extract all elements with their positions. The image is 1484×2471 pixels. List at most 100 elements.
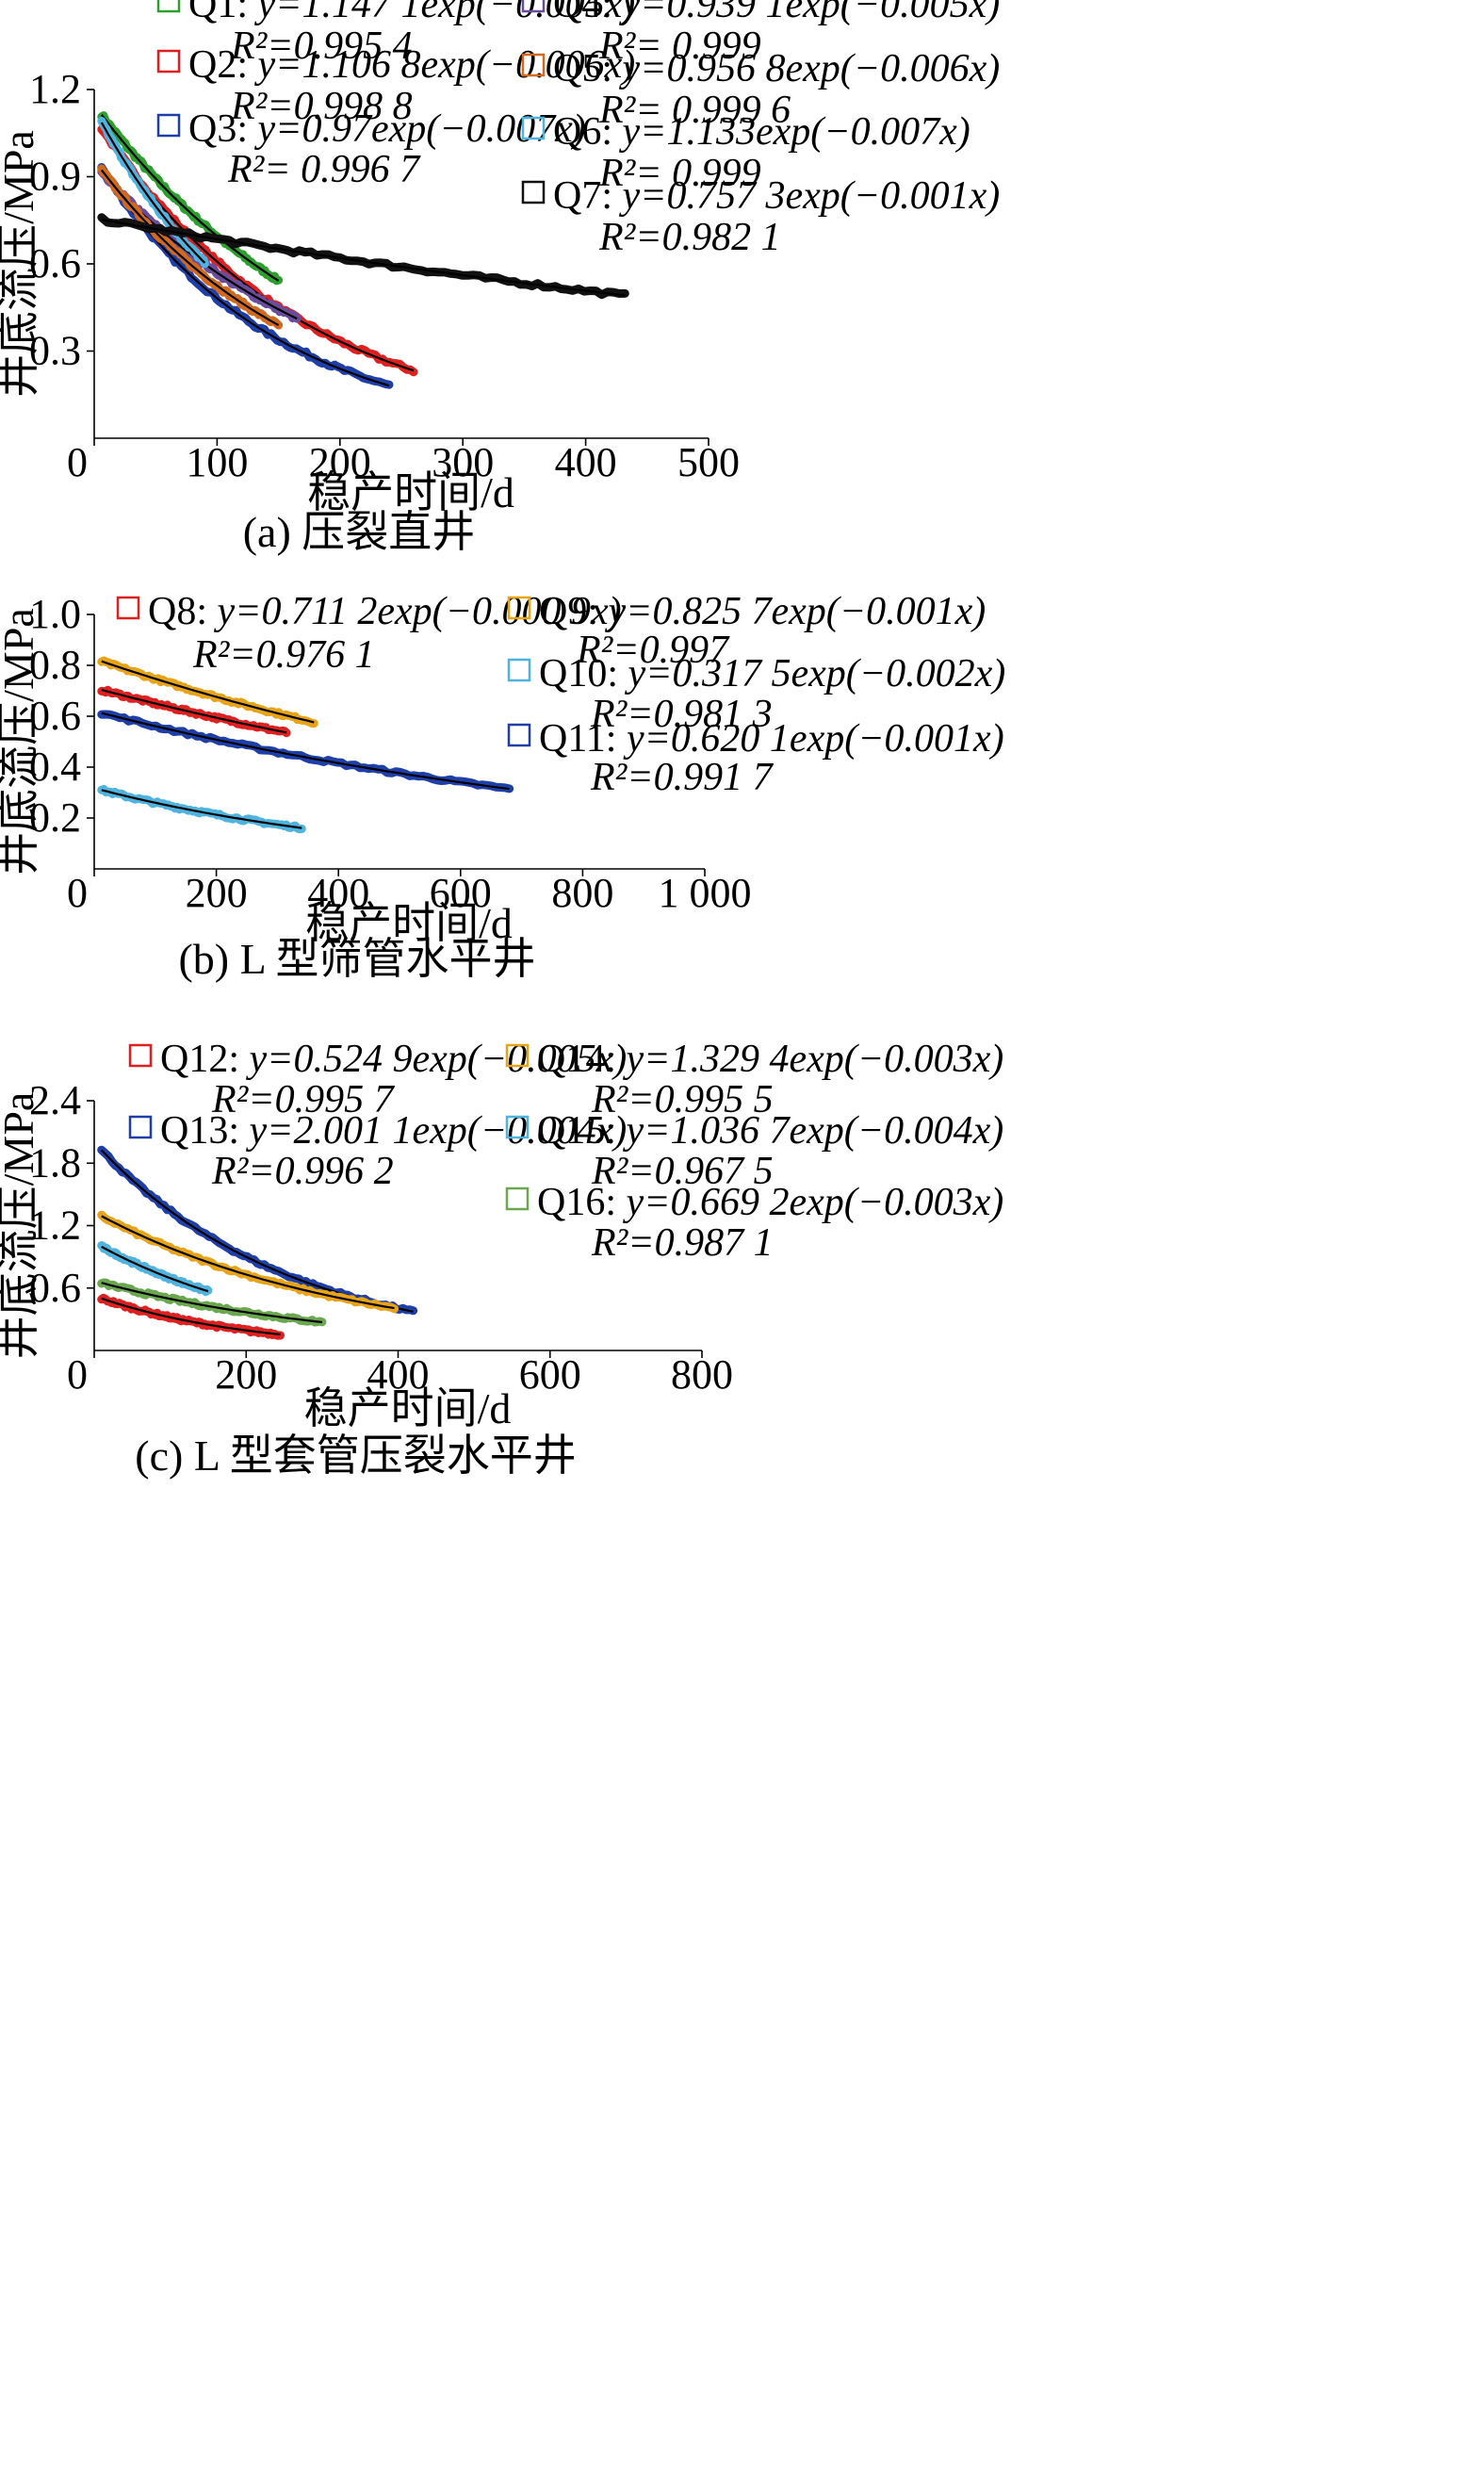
fit-curve-q5 [100,169,280,327]
chart-caption: (c) L 型套管压裂水平井 [135,1432,576,1480]
legend-series-name: Q3 [188,107,236,151]
fit-curve-q1 [100,114,280,282]
chart-c: 0 200 400 600 800 0.6 1.2 1.8 2.4 稳产时间/d 井底流压/MPa (… [0,1038,1003,1480]
legend-series-name: Q7 [553,174,601,218]
legend-r2: R²=0.982 1 [598,216,781,259]
x-tick-label: 800 [551,870,613,916]
x-tick-label: 600 [519,1351,581,1398]
x-tick-label: 0 [67,439,88,485]
legend-r2: R²=0.976 1 [192,633,375,677]
legend-entry-q12: Q12: y=0.524 9exp(−0.005x)R²=0.995 7 [128,1038,628,1121]
chart-a: 0 100 200 300 400 500 0.3 0.6 0.9 1.2 稳产时间/d 井底流压/M… [0,0,1000,556]
legend-series-name: Q16 [537,1181,605,1224]
legend-equation: y=1.106 8exp(−0.006x) [254,43,636,87]
legend-swatch [521,0,546,13]
y-tick-label: 1.8 [29,1139,81,1186]
legend-swatch [116,596,140,620]
legend-r2: R²= 0.996 7 [227,148,421,191]
legend-label: Q11: y=0.620 1exp(−0.001x) [539,717,1004,761]
legend-entry-q7: Q7: y=0.757 3exp(−0.001x)R²=0.982 1 [521,174,1000,259]
legend-swatch [505,1186,530,1211]
x-tick-label: 500 [677,439,740,485]
x-tick-label: 1 000 [659,870,752,916]
legend-entry-q8: Q8: y=0.711 2exp(−0.000 9x)R²=0.976 1 [116,590,622,677]
fit-curve-q7 [101,218,626,297]
legend-r2: R²= 0.999 [598,152,761,195]
legend-colon: : [236,43,257,87]
series-q15 [97,1241,213,1297]
legend-label: Q6: y=1.133exp(−0.007x) [553,110,970,154]
y-tick-label: 0.3 [29,328,81,374]
series-q16 [97,1278,327,1327]
legend-r2: R²=0.995 7 [211,1078,396,1121]
legend-swatch [156,49,181,74]
y-tick-label: 0.4 [29,744,81,790]
y-tick-label: 2.4 [29,1077,81,1123]
x-axis-label: 稳产时间/d [307,468,514,516]
legend-series-name: Q8 [148,590,196,633]
legend-entry-q9: Q9: y=0.825 7exp(−0.001x)R²=0.997 [507,590,986,672]
legend-r2: R²= 0.999 [598,25,761,68]
series-q9 [97,656,318,728]
y-axis-label: 井底流压/MPa [0,1092,42,1360]
y-tick-label: 1.2 [29,66,81,112]
x-tick-label: 200 [186,870,248,916]
legend-label: Q8: y=0.711 2exp(−0.000 9x) [148,590,622,633]
x-tick-label: 0 [67,1351,88,1398]
legend-r2: R²=0.967 5 [591,1150,774,1193]
legend-r2: R²=0.987 1 [591,1221,774,1265]
x-tick-label: 200 [309,439,371,485]
legend-entry-q1: Q1: y=1.147 1exp(−0.005x)R²=0.995 4 [156,0,635,68]
legend-series-name: Q9 [539,590,587,633]
fit-curve-q14 [101,1215,395,1310]
fit-curve-q16 [101,1282,323,1324]
legend-series-name: Q10 [539,652,607,695]
legend-colon: : [601,110,622,154]
legend-swatch [156,113,181,138]
legend-label: Q1: y=1.147 1exp(−0.005x) [188,0,635,26]
legend-label: Q15: y=1.036 7exp(−0.004x) [537,1109,1003,1153]
legend-colon: : [607,652,628,695]
legend-series-name: Q14 [537,1038,605,1081]
legend-swatch [521,116,546,140]
legend-equation: y=0.97exp(−0.007x) [254,107,586,151]
series-q1 [97,111,284,286]
legend-series-name: Q12 [160,1038,228,1081]
legend-colon: : [228,1109,249,1153]
y-tick-label: 0.9 [29,154,81,200]
legend-swatch [507,658,531,682]
legend-colon: : [196,590,217,633]
legend-entry-q3: Q3: y=0.97exp(−0.007x)R²= 0.996 7 [156,107,586,191]
y-tick-label: 0.6 [29,240,81,286]
fit-curve-q6 [100,122,206,264]
fit-curve-q15 [101,1245,209,1293]
legend-label: Q9: y=0.825 7exp(−0.001x) [539,590,986,633]
series-q10 [97,784,306,834]
legend-r2: R²= 0.999 6 [598,89,791,132]
legend-swatch [128,1115,153,1139]
legend-equation: y=0.711 2exp(−0.000 9x) [214,590,622,633]
legend-r2: R²=0.995 5 [591,1078,774,1121]
legend-colon: : [605,1109,626,1153]
y-axis-label: 井底流压/MPa [0,608,42,875]
fit-curve-q9 [101,660,315,724]
legend-equation: y=0.317 5exp(−0.002x) [625,652,1006,695]
x-tick-label: 600 [430,870,492,916]
legend-equation: y=1.147 1exp(−0.005x) [254,0,636,26]
legend-equation: y=0.524 9exp(−0.005x) [246,1038,628,1081]
legend-label: Q16: y=0.669 2exp(−0.003x) [537,1181,1003,1224]
legend-entry-q6: Q6: y=1.133exp(−0.007x)R²= 0.999 [521,110,970,195]
y-tick-label: 0.2 [29,794,81,841]
legend-equation: y=0.669 2exp(−0.003x) [623,1181,1004,1224]
legend-series-name: Q4 [553,0,601,26]
legend-equation: y=1.329 4exp(−0.003x) [623,1038,1004,1081]
legend-series-name: Q1 [188,0,236,26]
x-axis-label: 稳产时间/d [304,1384,512,1432]
legend-swatch [505,1115,530,1139]
legend-swatch [521,53,546,77]
legend-label: Q13: y=2.001 1exp(−0.004x) [160,1109,627,1153]
legend-colon: : [236,0,257,26]
series-q3 [97,163,394,389]
x-tick-label: 400 [555,439,617,485]
